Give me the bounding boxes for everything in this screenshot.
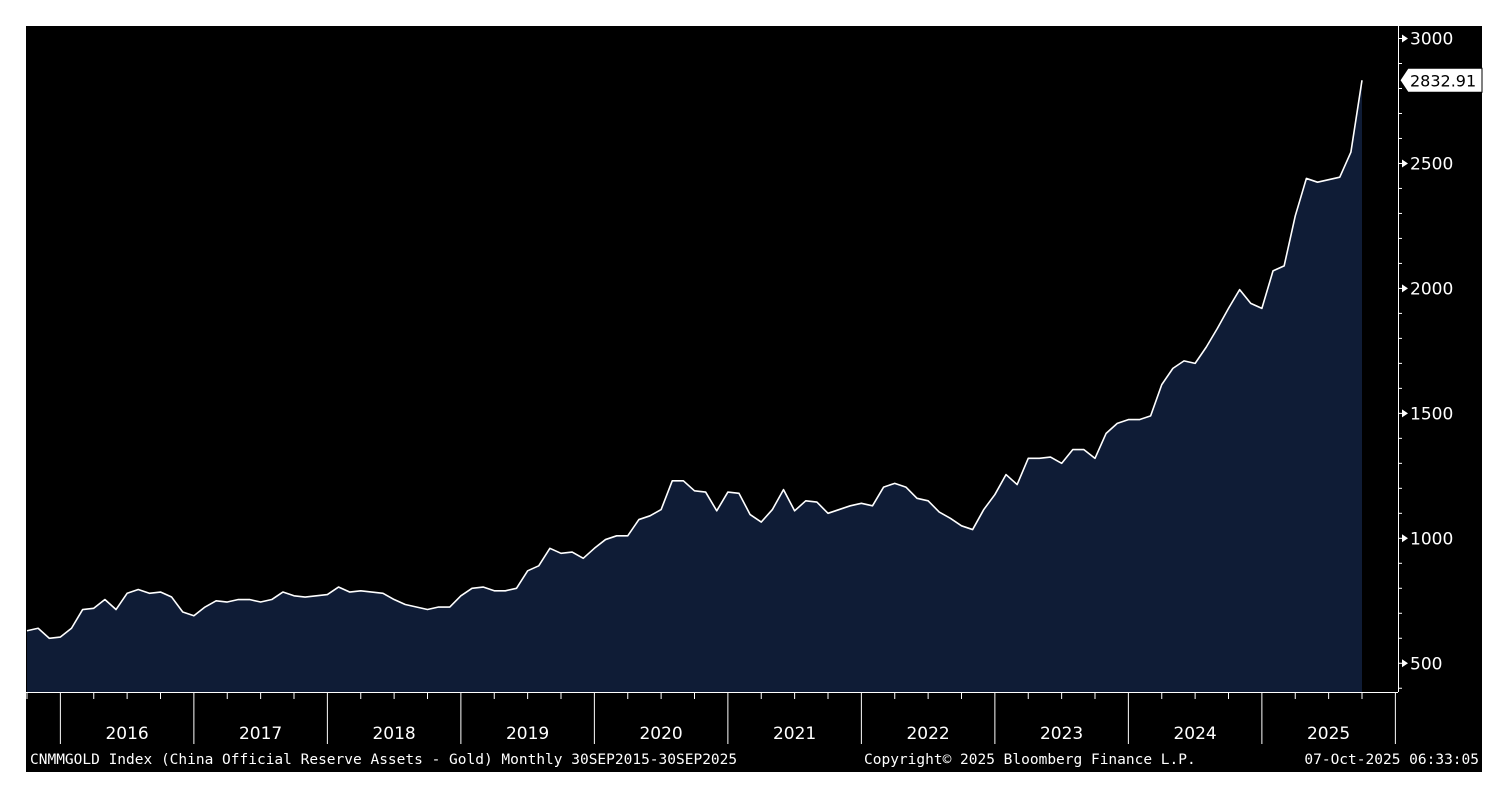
last-value-box — [1399, 67, 1483, 93]
y-tick-arrow — [1402, 659, 1408, 668]
x-tick-label: 2023 — [1040, 724, 1083, 744]
y-tick-arrow — [1402, 534, 1408, 543]
last-value-marker: 2832.91 — [1399, 67, 1483, 93]
x-tick-label: 2024 — [1173, 724, 1216, 744]
x-tick-label: 2022 — [906, 724, 949, 744]
x-tick-label: 2019 — [506, 724, 549, 744]
y-tick-label: 1500 — [1410, 404, 1453, 424]
y-tick-arrow — [1402, 34, 1408, 43]
x-tick-label: 2021 — [773, 724, 816, 744]
y-tick-label: 500 — [1410, 654, 1442, 674]
y-tick-arrow — [1402, 159, 1408, 168]
y-tick-label: 1000 — [1410, 529, 1453, 549]
y-tick-label: 2000 — [1410, 279, 1453, 299]
series-line — [26, 80, 1363, 640]
y-axis-background — [1398, 26, 1482, 692]
footer-timestamp: 07-Oct-2025 06:33:05 — [1304, 752, 1479, 768]
x-tick-label: 2018 — [372, 724, 415, 744]
footer: CNMMGOLD Index (China Official Reserve A… — [30, 752, 1479, 768]
y-tick-arrow — [1402, 409, 1408, 418]
y-tick-arrow — [1402, 284, 1408, 293]
last-value-label: 2832.91 — [1410, 71, 1476, 90]
footer-description: CNMMGOLD Index (China Official Reserve A… — [30, 752, 737, 768]
y-tick-label: 3000 — [1410, 30, 1453, 50]
y-tick-label: 2500 — [1410, 154, 1453, 174]
series-area — [27, 80, 1362, 692]
footer-background — [26, 692, 1482, 772]
x-tick-label: 2017 — [239, 724, 282, 744]
y-axis: 500 1000 1500 2000 2500 3000 — [1398, 30, 1453, 689]
footer-copyright: Copyright© 2025 Bloomberg Finance L.P. — [864, 752, 1196, 768]
x-tick-label: 2016 — [105, 724, 148, 744]
x-tick-label: 2020 — [639, 724, 682, 744]
x-tick-label: 2025 — [1307, 724, 1350, 744]
x-axis: 2016 2017 2018 2019 2020 2021 2022 2023 2024 2025 — [26, 26, 1399, 744]
plot-area — [26, 80, 1363, 692]
